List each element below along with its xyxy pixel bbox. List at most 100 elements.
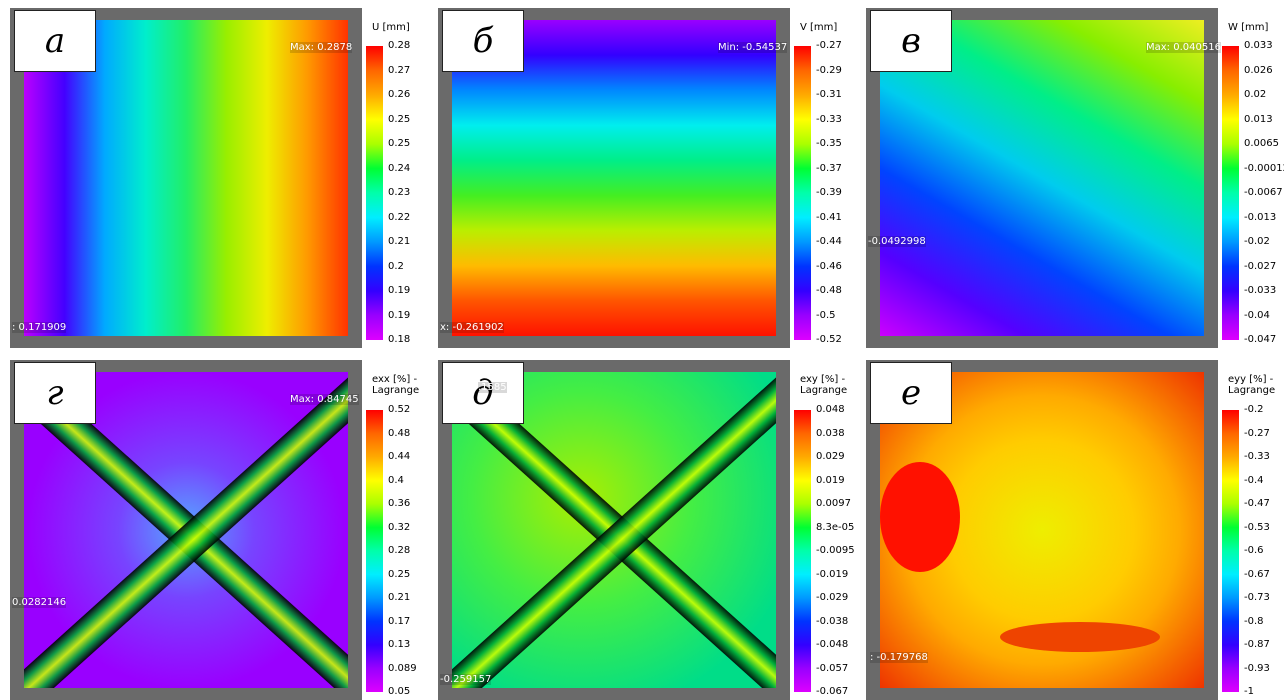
annotation: Max: 0.040516 xyxy=(1146,42,1221,53)
colorbar-tick-label: -0.4 xyxy=(1244,475,1264,487)
colorbar-tick-label: 0.02 xyxy=(1244,89,1266,101)
colorbar-tick-label: 0.26 xyxy=(388,89,410,101)
annotation: .1585 xyxy=(478,382,507,393)
annotation: Max: 0.2878 xyxy=(290,42,352,53)
figure: (() => { const data = JSON.parse(documen… xyxy=(0,0,1284,700)
colorbar-tick-label: 0.019 xyxy=(816,475,845,487)
colorbar-tick-label: 0.21 xyxy=(388,592,410,604)
colorbar-tick-label: 0.48 xyxy=(388,428,410,440)
colorbar-tick-label: 0.22 xyxy=(388,212,410,224)
panel-letter: а xyxy=(14,10,96,72)
colorbar-tick-label: -0.027 xyxy=(1244,261,1276,273)
colorbar-tick-label: -0.35 xyxy=(816,138,842,150)
colorbar-tick-label: 0.25 xyxy=(388,138,410,150)
colorbar-tick-label: -0.47 xyxy=(1244,498,1270,510)
colorbar-tick-label: -0.46 xyxy=(816,261,842,273)
colorbar-tick-label: -0.67 xyxy=(1244,569,1270,581)
colorbar-tick-label: 0.19 xyxy=(388,285,410,297)
colorbar xyxy=(1222,46,1239,340)
colorbar-tick-label: -0.73 xyxy=(1244,592,1270,604)
panel-letter: в xyxy=(870,10,952,72)
annotation: Min: -0.54537 xyxy=(718,42,787,53)
panel-letter: е xyxy=(870,362,952,424)
colorbar-tick-label: 0.36 xyxy=(388,498,410,510)
colorbar-tick-label: -0.27 xyxy=(1244,428,1270,440)
colorbar-tick-label: 0.05 xyxy=(388,686,410,698)
colorbar-title: W [mm] xyxy=(1228,22,1284,33)
colorbar-tick-label: -1 xyxy=(1244,686,1254,698)
panel-letter: д xyxy=(442,362,524,424)
colorbar-tick-label: -0.0067 xyxy=(1244,187,1283,199)
colorbar-tick-label: -0.029 xyxy=(816,592,848,604)
blob xyxy=(1000,622,1160,652)
colorbar-tick-label: -0.33 xyxy=(816,114,842,126)
annotation: : 0.171909 xyxy=(12,322,66,333)
colorbar-tick-label: 0.0097 xyxy=(816,498,851,510)
colorbar-tick-label: -0.047 xyxy=(1244,334,1276,346)
colorbar-tick-label: -0.53 xyxy=(1244,522,1270,534)
colorbar-tick-label: -0.067 xyxy=(816,686,848,698)
panel-letter: г xyxy=(14,362,96,424)
colorbar-tick-label: 0.23 xyxy=(388,187,410,199)
colorbar-tick-label: -0.52 xyxy=(816,334,842,346)
colorbar-title: exy [%] - Lagrange xyxy=(800,374,858,396)
colorbar-tick-label: 0.21 xyxy=(388,236,410,248)
colorbar-tick-label: -0.013 xyxy=(1244,212,1276,224)
annotation: -0.259157 xyxy=(440,674,491,685)
colorbar-tick-label: -0.39 xyxy=(816,187,842,199)
colorbar-tick-label: 0.048 xyxy=(816,404,845,416)
colorbar-tick-label: 0.25 xyxy=(388,569,410,581)
colorbar-tick-label: 0.44 xyxy=(388,451,410,463)
colorbar-tick-label: -0.2 xyxy=(1244,404,1264,416)
annotation: : -0.179768 xyxy=(870,652,928,663)
colorbar-tick-label: -0.019 xyxy=(816,569,848,581)
colorbar-tick-label: 0.0065 xyxy=(1244,138,1279,150)
colorbar-tick-label: 0.17 xyxy=(388,616,410,628)
colorbar-tick-label: 8.3e-05 xyxy=(816,522,854,534)
colorbar-tick-label: -0.033 xyxy=(1244,285,1276,297)
colorbar xyxy=(1222,410,1239,692)
colorbar xyxy=(794,46,811,340)
colorbar-tick-label: 0.026 xyxy=(1244,65,1273,77)
colorbar-tick-label: 0.52 xyxy=(388,404,410,416)
colorbar-tick-label: 0.28 xyxy=(388,545,410,557)
colorbar-tick-label: -0.8 xyxy=(1244,616,1264,628)
colorbar-tick-label: 0.19 xyxy=(388,310,410,322)
colorbar-tick-label: 0.32 xyxy=(388,522,410,534)
colorbar-tick-label: 0.029 xyxy=(816,451,845,463)
colorbar-tick-label: -0.02 xyxy=(1244,236,1270,248)
colorbar-tick-label: -0.5 xyxy=(816,310,836,322)
colorbar xyxy=(366,410,383,692)
colorbar xyxy=(794,410,811,692)
colorbar-tick-label: 0.038 xyxy=(816,428,845,440)
colorbar-tick-label: 0.28 xyxy=(388,40,410,52)
annotation: Max: 0.84745 xyxy=(290,394,359,405)
colorbar-tick-label: -0.27 xyxy=(816,40,842,52)
colorbar-tick-label: -0.93 xyxy=(1244,663,1270,675)
colorbar-tick-label: -0.48 xyxy=(816,285,842,297)
colorbar-tick-label: 0.25 xyxy=(388,114,410,126)
colorbar-tick-label: -0.057 xyxy=(816,663,848,675)
colorbar-tick-label: -0.44 xyxy=(816,236,842,248)
colorbar-tick-label: -0.87 xyxy=(1244,639,1270,651)
colorbar-tick-label: 0.033 xyxy=(1244,40,1273,52)
colorbar-tick-label: -0.04 xyxy=(1244,310,1270,322)
colorbar-tick-label: 0.4 xyxy=(388,475,404,487)
colorbar-tick-label: 0.24 xyxy=(388,163,410,175)
colorbar xyxy=(366,46,383,340)
colorbar-tick-label: -0.29 xyxy=(816,65,842,77)
colorbar-tick-label: -0.0095 xyxy=(816,545,855,557)
colorbar-tick-label: -0.37 xyxy=(816,163,842,175)
colorbar-tick-label: -0.048 xyxy=(816,639,848,651)
colorbar-tick-label: -0.33 xyxy=(1244,451,1270,463)
colorbar-tick-label: 0.18 xyxy=(388,334,410,346)
colorbar-tick-label: -0.41 xyxy=(816,212,842,224)
colorbar-tick-label: 0.27 xyxy=(388,65,410,77)
colorbar-tick-label: 0.013 xyxy=(1244,114,1273,126)
colorbar-tick-label: -0.038 xyxy=(816,616,848,628)
annotation: x: -0.261902 xyxy=(440,322,504,333)
colorbar-title: eyy [%] - Lagrange xyxy=(1228,374,1284,396)
colorbar-title: V [mm] xyxy=(800,22,858,33)
colorbar-tick-label: -0.31 xyxy=(816,89,842,101)
colorbar-tick-label: 0.089 xyxy=(388,663,417,675)
